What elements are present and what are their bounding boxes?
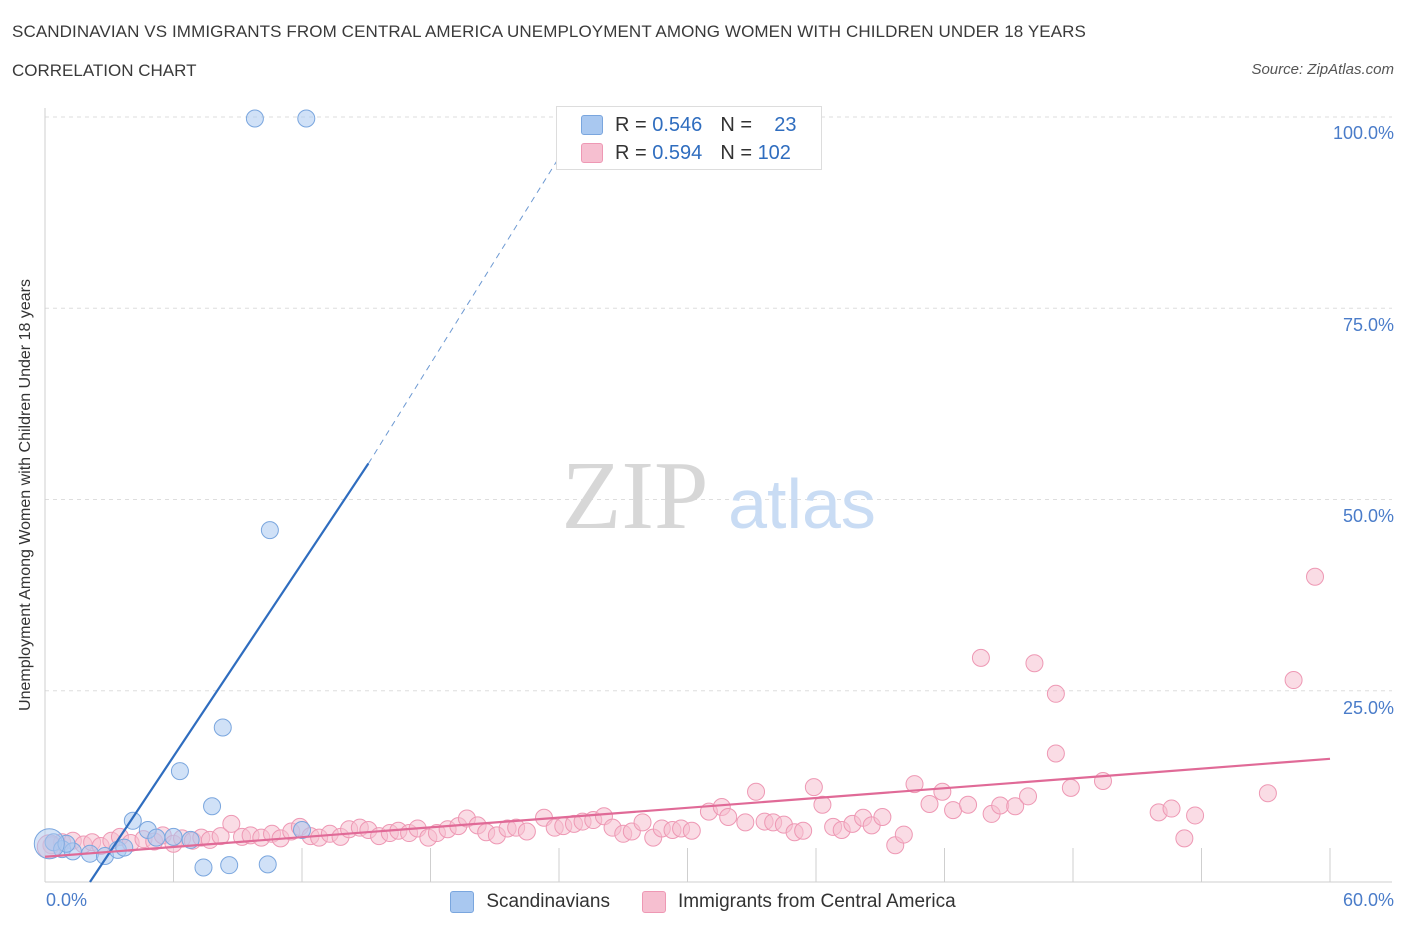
legend-swatch-pink <box>581 143 603 163</box>
point-immigrants-82 <box>873 807 892 826</box>
point-scandinavians-15 <box>194 858 213 877</box>
point-immigrants-74 <box>794 821 813 840</box>
point-immigrants-106 <box>1306 567 1325 586</box>
series-legend: Scandinavians Immigrants from Central Am… <box>0 891 1406 913</box>
point-immigrants-69 <box>747 782 766 801</box>
point-scandinavians-14 <box>213 718 232 737</box>
point-scandinavians-cluster <box>33 828 65 860</box>
point-scandinavians-20 <box>245 109 264 128</box>
point-immigrants-87 <box>933 782 952 801</box>
y-tick-50: 50.0% <box>1342 506 1394 526</box>
trendline-immigrants <box>44 757 1331 858</box>
gridlines <box>45 116 1392 692</box>
point-scandinavians-11 <box>181 830 200 849</box>
y-axis-label: Unemployment Among Women with Children U… <box>17 279 34 711</box>
legend-item-immigrants[interactable]: Immigrants from Central America <box>641 891 956 913</box>
point-immigrants-101 <box>1162 799 1181 818</box>
legend-n-value: 102 <box>757 141 791 164</box>
point-immigrants-68 <box>736 813 755 832</box>
axes <box>44 108 1392 883</box>
point-immigrants-18 <box>222 814 241 833</box>
legend-row-immigrants: R = 0.594 N = 102 <box>581 141 791 165</box>
source-label: Source: ZipAtlas.com <box>1251 61 1394 78</box>
y-tick-100: 100.0% <box>1332 123 1394 143</box>
point-scandinavians-13 <box>203 797 222 816</box>
legend-swatch-blue <box>450 891 475 913</box>
point-immigrants-93 <box>1006 797 1025 816</box>
legend-r-value: 0.546 <box>652 113 703 136</box>
point-immigrants-64 <box>682 821 701 840</box>
point-scandinavians-12 <box>170 762 189 781</box>
chart-subtitle: CORRELATION CHART <box>12 61 197 80</box>
point-immigrants-86 <box>920 794 939 813</box>
point-scandinavians-10 <box>164 827 183 846</box>
y-tick-25: 25.0% <box>1342 698 1394 718</box>
point-immigrants-97 <box>1046 744 1065 763</box>
point-scandinavians-18 <box>293 820 311 839</box>
legend-swatch-blue <box>581 115 603 135</box>
point-scandinavians-19 <box>260 521 279 540</box>
legend-r-value: 0.594 <box>652 141 703 164</box>
trendline-scandinavians-extension <box>367 143 568 464</box>
legend-row-scandinavians: R = 0.546 N = 23 <box>581 113 796 137</box>
legend-r-label: R = <box>615 141 647 164</box>
x-tick-max: 60.0% <box>1342 890 1394 910</box>
trendline-scandinavians <box>89 462 370 883</box>
stats-legend: R = 0.546 N = 23 R = 0.594 N = 102 <box>556 106 822 170</box>
legend-r-label: R = <box>615 113 647 136</box>
watermark-zip: ZIP <box>562 442 709 550</box>
point-immigrants-67 <box>719 807 738 826</box>
watermark-atlas: atlas <box>728 465 876 543</box>
point-immigrants-90 <box>971 648 990 667</box>
x-tick-min: 0.0% <box>46 890 88 910</box>
point-immigrants-76 <box>813 795 832 814</box>
point-immigrants-103 <box>1186 806 1205 825</box>
point-immigrants-98 <box>1061 778 1080 797</box>
point-immigrants-94 <box>1019 787 1038 806</box>
legend-n-label: N = <box>720 113 752 136</box>
point-scandinavians-6 <box>115 838 134 857</box>
point-scandinavians-21 <box>297 109 316 128</box>
legend-n-label: N = <box>720 141 752 164</box>
point-immigrants-104 <box>1258 784 1277 803</box>
legend-n-value: 23 <box>774 113 797 136</box>
point-immigrants-88 <box>944 801 963 820</box>
chart-title: SCANDINAVIAN VS IMMIGRANTS FROM CENTRAL … <box>12 22 1086 41</box>
point-immigrants-75 <box>804 778 823 797</box>
legend-label: Immigrants from Central America <box>677 891 956 912</box>
point-immigrants-85 <box>905 775 924 794</box>
point-scandinavians-16 <box>220 856 239 875</box>
point-immigrants-59 <box>633 813 652 832</box>
point-immigrants-95 <box>1025 654 1044 673</box>
point-immigrants-105 <box>1284 671 1303 690</box>
point-scandinavians-9 <box>147 828 166 847</box>
trend-lines <box>44 143 1331 883</box>
point-immigrants-89 <box>959 795 978 814</box>
legend-label: Scandinavians <box>486 891 610 912</box>
point-immigrants-84 <box>894 825 913 844</box>
series-immigrants-points <box>36 567 1325 860</box>
point-immigrants-92 <box>991 796 1010 815</box>
point-immigrants-96 <box>1046 684 1065 703</box>
series-scandinavians-points <box>33 109 316 877</box>
point-immigrants-17 <box>211 827 230 846</box>
y-tick-75: 75.0% <box>1342 315 1394 335</box>
point-immigrants-48 <box>517 822 536 841</box>
point-scandinavians-17 <box>258 855 277 874</box>
legend-swatch-pink <box>641 891 666 913</box>
point-immigrants-102 <box>1175 829 1194 848</box>
legend-item-scandinavians[interactable]: Scandinavians <box>450 891 610 913</box>
